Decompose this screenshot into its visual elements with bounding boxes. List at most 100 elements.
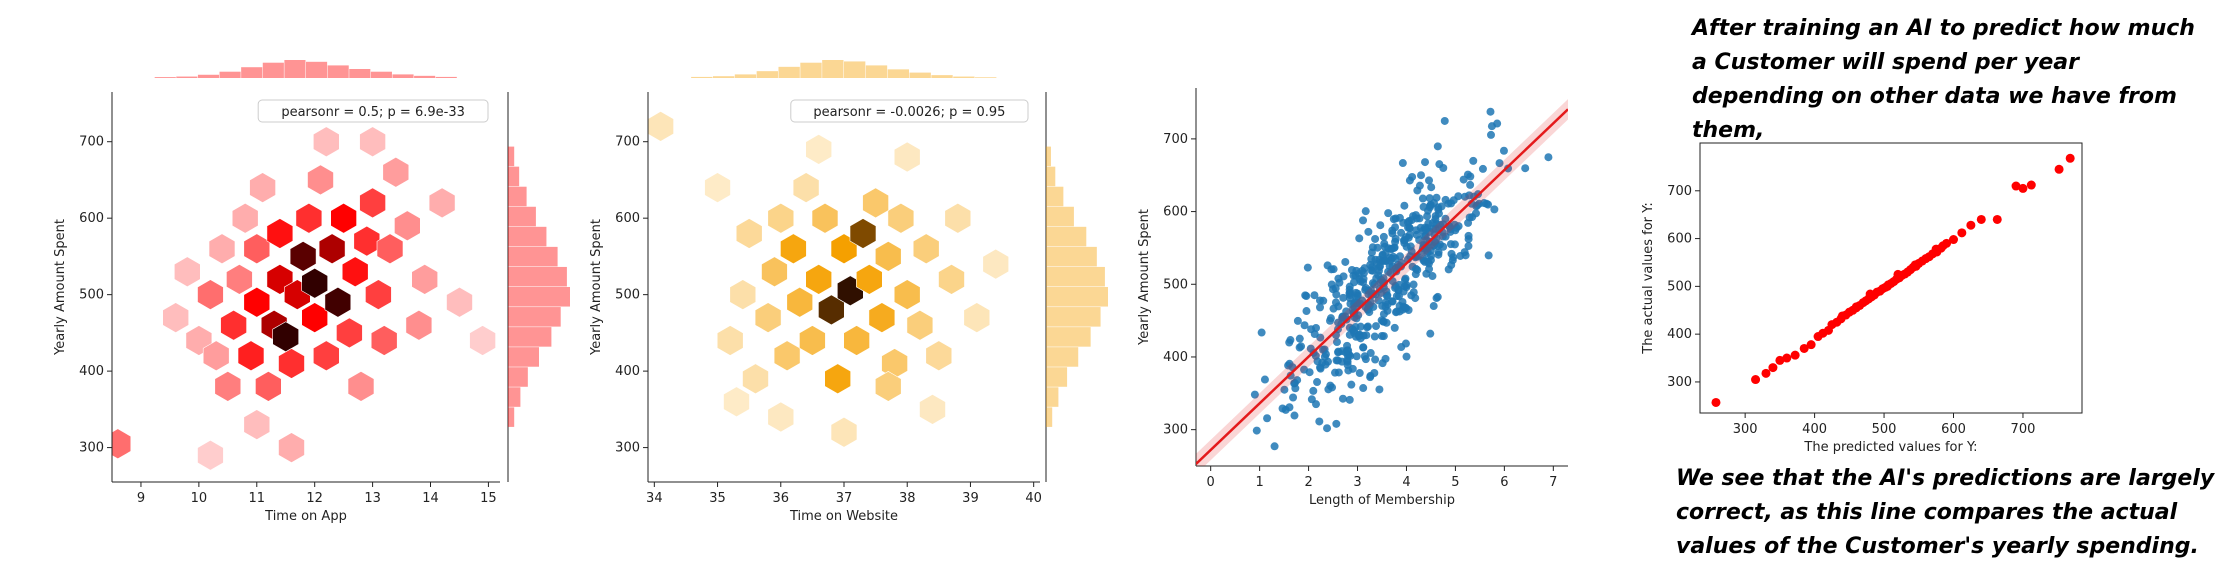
hexbin-cell <box>249 172 276 203</box>
hexbin-cell <box>893 141 921 173</box>
top-marginal-bar <box>219 71 241 78</box>
y-axis-label: Yearly Amount Spent <box>1137 209 1152 346</box>
scatter-point <box>1310 291 1319 300</box>
x-axis-label: The predicted values for Y: <box>1803 440 1977 455</box>
scatter-point <box>1361 285 1370 294</box>
scatter-point <box>2054 164 2064 174</box>
pearson-annotation: pearsonr = 0.5; p = 6.9e-33 <box>281 105 465 120</box>
top-marginal-bar <box>197 74 220 78</box>
scatter-point <box>1270 442 1279 451</box>
chart-length-of-membership-scatter: 0 1 2 3 4 5 6 7 300 400 500 600 700 Length of Members… <box>1137 88 1568 508</box>
scatter-point <box>1401 339 1410 348</box>
hexbin-cell <box>243 286 271 318</box>
hexbin-cell <box>202 340 230 372</box>
scatter-point <box>1751 375 1761 385</box>
scatter-point <box>1352 314 1361 323</box>
scatter-point <box>1376 221 1385 230</box>
scatter-point <box>1280 385 1289 394</box>
hexbin-cell <box>353 225 381 257</box>
hexbin-cell <box>312 340 340 372</box>
hexbin-cell <box>881 348 908 379</box>
hexbin-cell <box>214 371 242 402</box>
y-tick-label: 400 <box>79 364 104 379</box>
scatter-point <box>1976 214 1986 224</box>
y-tick-label: 700 <box>1163 132 1188 147</box>
top-marginal-bar <box>844 61 866 78</box>
y-tick-label: 700 <box>1667 184 1692 199</box>
hexbin-layer <box>648 111 1010 448</box>
hexbin-cell <box>112 428 132 460</box>
scatter-point <box>1313 378 1322 387</box>
scatter-point <box>1407 291 1416 300</box>
scatter-point <box>1466 180 1475 189</box>
x-tick-label: 39 <box>962 491 979 506</box>
scatter-point <box>1366 373 1375 382</box>
top-marginal-bar <box>691 76 713 78</box>
scatter-point <box>1383 291 1392 300</box>
x-axis-label: Time on App <box>264 509 347 524</box>
top-marginal-bar <box>734 74 757 78</box>
hexbin-cell <box>704 172 731 203</box>
scatter-point <box>1761 368 1771 378</box>
scatter-point <box>1399 236 1408 245</box>
scatter-point <box>1464 231 1473 240</box>
scatter-point <box>1387 297 1396 306</box>
scatter-point <box>1372 274 1381 283</box>
x-tick-label: 37 <box>836 491 853 506</box>
scatter-point <box>1257 328 1266 337</box>
scatter-point <box>1379 232 1388 241</box>
scatter-point <box>1366 349 1375 358</box>
scatter-point <box>1345 282 1354 291</box>
scatter-point <box>1938 241 1948 251</box>
scatter-point <box>1427 183 1436 192</box>
scatter-point <box>1297 342 1306 351</box>
x-tick-label: 400 <box>1802 422 1827 437</box>
hexbin-cell <box>742 363 769 395</box>
top-marginal-bar <box>370 71 392 78</box>
scatter-point <box>1504 164 1513 173</box>
scatter-point <box>1326 316 1335 325</box>
hexbin-cell <box>405 309 433 341</box>
scatter-point <box>1464 242 1473 251</box>
scatter-point <box>1343 357 1352 366</box>
hexbin-cell <box>912 233 940 265</box>
scatter-point <box>1374 296 1383 305</box>
hexbin-cell <box>780 233 807 265</box>
scatter-point <box>1412 226 1421 235</box>
scatter-point <box>1332 419 1341 428</box>
hexbin-cell <box>723 386 750 418</box>
right-marginal-bar <box>1046 407 1053 427</box>
scatter-point <box>1440 116 1449 125</box>
y-tick-label: 500 <box>79 288 104 303</box>
scatter-point <box>1354 269 1363 278</box>
hexbin-cell <box>318 233 346 265</box>
hexbin-cell <box>162 302 189 333</box>
scatter-point <box>1394 292 1403 301</box>
hexbin-cell <box>341 256 369 288</box>
y-tick-label: 600 <box>1667 232 1692 247</box>
hexbin-cell <box>411 264 439 295</box>
scatter-point <box>1405 223 1414 232</box>
right-marginal-bar <box>508 266 567 287</box>
scatter-point <box>1381 249 1390 258</box>
x-tick-label: 5 <box>1451 475 1459 490</box>
x-tick-label: 7 <box>1549 475 1557 490</box>
scatter-point <box>1388 226 1397 235</box>
x-tick-label: 500 <box>1872 422 1897 437</box>
scatter-point <box>1486 130 1495 139</box>
y-tick-label: 500 <box>1163 277 1188 292</box>
top-marginal-bar <box>435 76 457 78</box>
right-marginal-bar <box>508 327 552 347</box>
right-marginal-bar <box>508 347 539 367</box>
scatter-point <box>1295 334 1304 343</box>
scatter-point <box>1431 215 1440 224</box>
scatter-point <box>1456 251 1465 260</box>
x-tick-label: 9 <box>137 491 145 506</box>
scatter-point <box>1425 265 1434 274</box>
scatter-point <box>1290 411 1299 420</box>
note-bottom-text: We see that the AI's predictions are lar… <box>1676 466 2215 559</box>
scatter-point <box>1459 175 1468 184</box>
scatter-point <box>1315 417 1324 426</box>
y-tick-label: 500 <box>1667 279 1692 294</box>
scatter-point <box>1478 164 1487 173</box>
